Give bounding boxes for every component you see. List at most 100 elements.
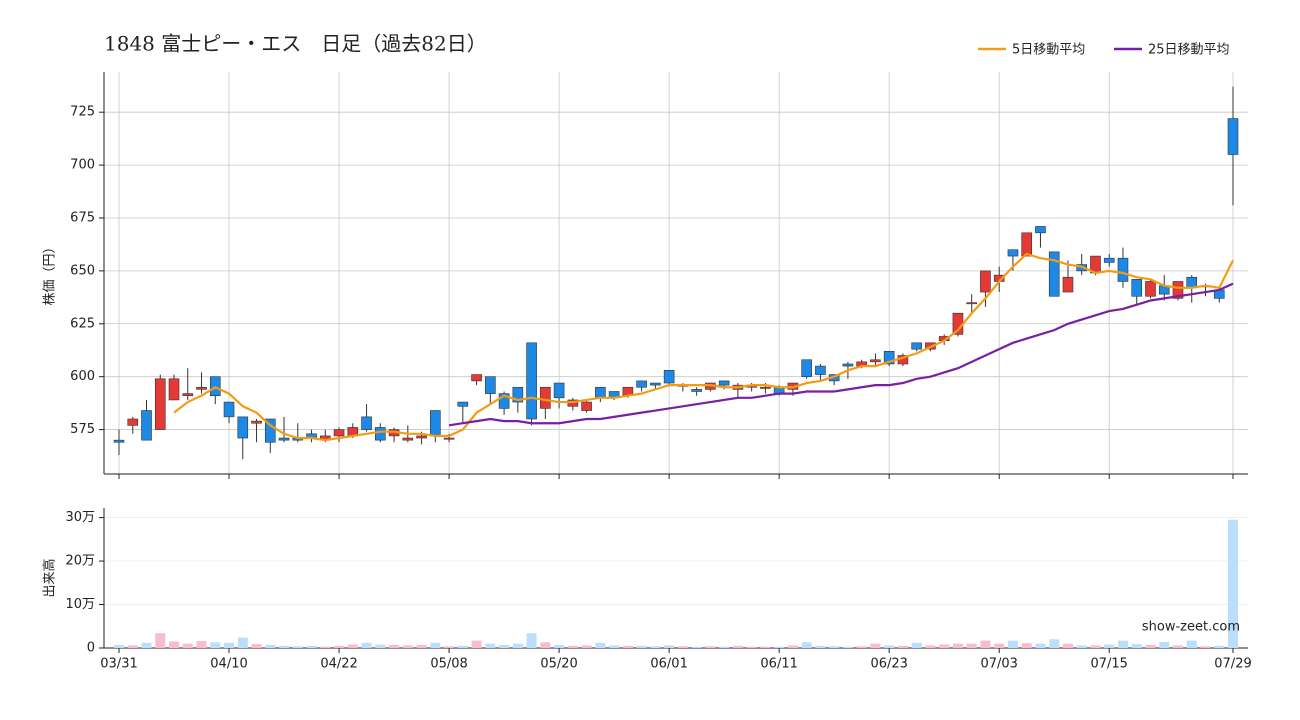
volume-bar <box>265 644 276 648</box>
candle-body <box>1117 257 1129 282</box>
x-tick-label: 03/31 <box>100 657 137 672</box>
y-tick-label: 575 <box>70 422 95 437</box>
volume-bar <box>347 644 358 648</box>
volume-bar <box>705 646 716 648</box>
volume-bar <box>306 645 317 648</box>
candle-body <box>471 374 482 382</box>
volume-bar <box>416 644 427 648</box>
x-tick-label: 04/22 <box>320 657 357 672</box>
volume-bar <box>581 645 592 648</box>
volume-bar <box>1186 640 1197 648</box>
volume-bar <box>430 642 441 648</box>
candle-body <box>1035 226 1046 234</box>
watermark: show-zeet.com <box>1142 620 1240 635</box>
candle-body <box>375 427 386 441</box>
candle-body <box>870 359 881 363</box>
ma-line <box>173 252 1234 442</box>
volume-bar <box>1159 641 1170 648</box>
x-tick-label: 07/03 <box>980 657 1017 672</box>
candle-body <box>1145 281 1156 297</box>
volume-bar <box>1214 645 1225 648</box>
volume-bar <box>457 645 468 648</box>
volume-bar <box>1145 644 1156 648</box>
volume-bar <box>224 642 235 648</box>
volume-bar <box>334 645 345 648</box>
y-tick-label: 725 <box>70 105 95 120</box>
candle-body <box>801 359 812 377</box>
volume-bar <box>567 645 578 648</box>
candle-body <box>1227 118 1239 155</box>
volume-bar <box>554 644 565 648</box>
candle-body <box>581 401 592 411</box>
volume-bar <box>375 644 386 648</box>
volume-bar <box>994 643 1005 648</box>
candle-body <box>911 342 922 350</box>
volume-bar <box>1062 643 1073 648</box>
volume-bar <box>787 645 798 648</box>
volume-bar <box>1228 519 1238 648</box>
candle-body <box>1172 281 1184 299</box>
volume-bar <box>636 645 647 648</box>
y-tick-label: 20万 <box>65 554 95 569</box>
volume-bar <box>966 643 977 648</box>
volume-bar <box>361 642 372 648</box>
volume-bar <box>141 642 152 648</box>
volume-bar <box>210 642 221 648</box>
volume-bar <box>251 644 262 648</box>
y-tick-label: 675 <box>70 210 95 225</box>
candle-body <box>113 439 125 443</box>
candle-body <box>980 270 991 293</box>
volume-bar <box>512 643 523 648</box>
candle-body <box>650 382 661 386</box>
volume-bar <box>595 642 606 648</box>
volume-bar <box>897 645 908 648</box>
x-tick-label: 05/08 <box>430 657 467 672</box>
volume-bar <box>842 646 853 648</box>
volume-bar <box>1049 639 1060 648</box>
candle-body <box>636 380 647 388</box>
volume-bar <box>526 633 537 648</box>
y-tick-label: 0 <box>87 641 95 656</box>
x-tick-label: 06/11 <box>760 657 797 672</box>
candle-body <box>182 393 194 397</box>
volume-bar <box>884 645 895 648</box>
x-tick-label: 06/01 <box>650 657 687 672</box>
volume-bar <box>980 640 991 648</box>
volume-bar <box>402 645 413 648</box>
legend-label: 25日移動平均 <box>1148 43 1230 58</box>
volume-bar <box>664 645 675 648</box>
candle-body <box>512 386 524 403</box>
volume-bar <box>182 643 193 648</box>
chart-title: 1848 富士ピー・エス 日足（過去82日） <box>104 32 487 56</box>
volume-bar <box>389 644 400 648</box>
candle-body <box>718 380 730 386</box>
candle-body <box>1131 279 1143 297</box>
candle-body <box>251 420 262 424</box>
volume-bar <box>292 646 303 648</box>
volume-bar <box>732 645 743 648</box>
candle-body <box>154 378 166 430</box>
volume-bar <box>1172 645 1183 648</box>
volume-bar <box>279 645 290 648</box>
candle-body <box>760 386 771 389</box>
volume-bar <box>774 646 785 648</box>
x-tick-label: 06/23 <box>870 657 907 672</box>
candle-body <box>1007 249 1019 257</box>
volume-bar <box>815 645 826 648</box>
candle-body <box>402 437 414 441</box>
volume-bar <box>609 645 620 648</box>
candle-body <box>457 401 469 407</box>
candle-body <box>127 418 139 426</box>
volume-bar <box>1007 640 1018 648</box>
volume-bar <box>1021 643 1032 648</box>
candle-body <box>223 401 235 418</box>
candle-body <box>691 389 702 392</box>
volume-bar <box>196 641 207 648</box>
candle-body <box>526 342 537 420</box>
candle-body <box>498 393 510 409</box>
volume-bar <box>870 643 881 648</box>
volume-bar <box>471 640 482 648</box>
volume-bar <box>760 646 771 648</box>
volume-bar <box>155 633 166 648</box>
